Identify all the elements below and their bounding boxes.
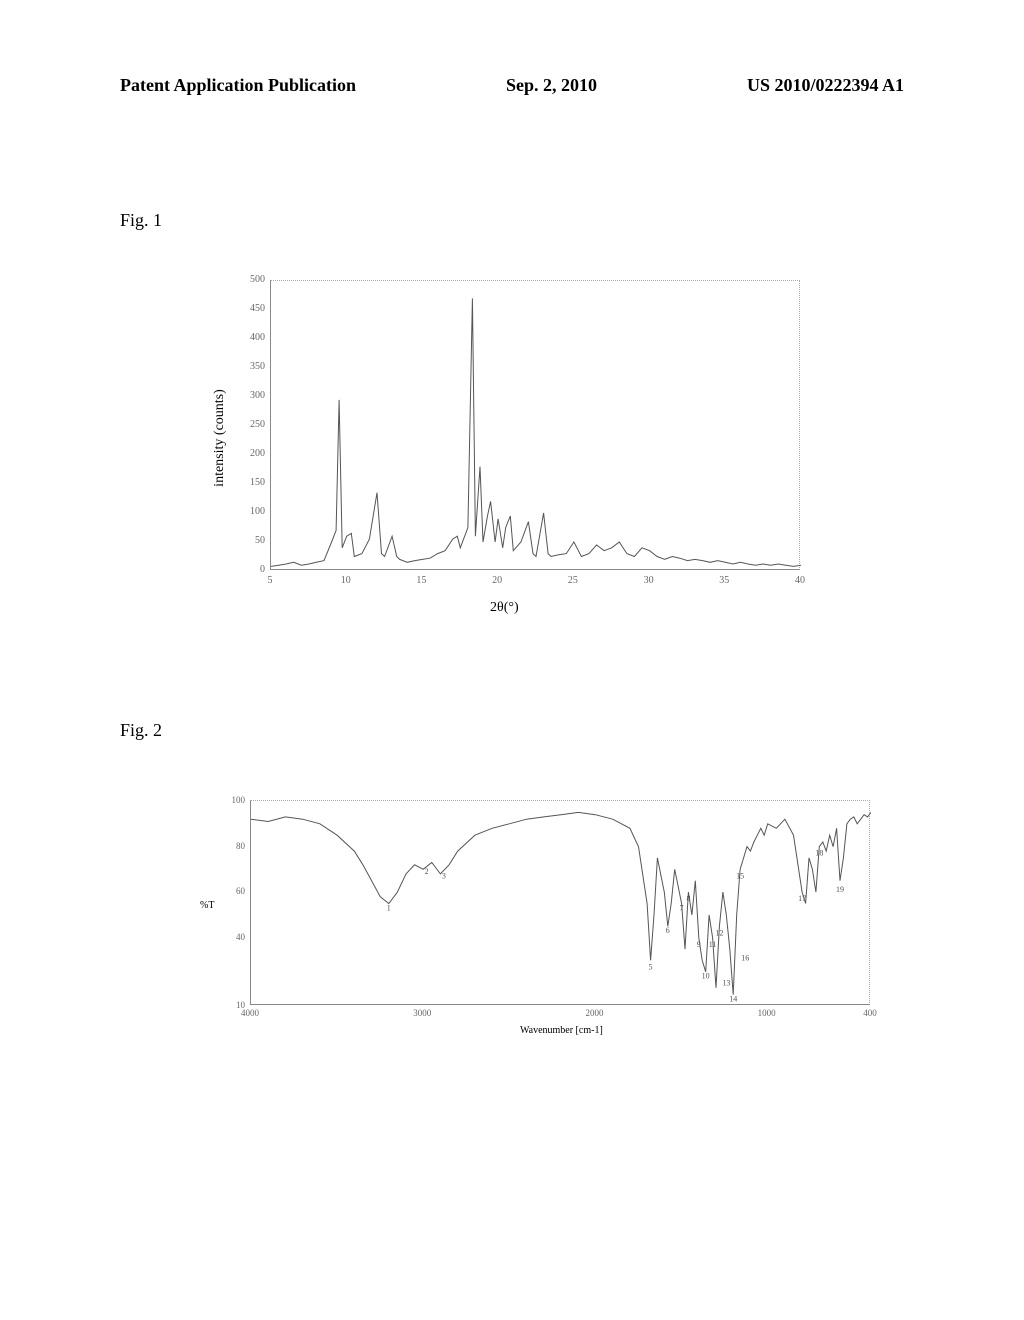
svg-text:9: 9 — [697, 940, 701, 949]
header-center: Sep. 2, 2010 — [506, 75, 597, 96]
svg-text:16: 16 — [741, 953, 749, 962]
figure-1-chart: intensity (counts) 2θ(°) 0 50 100 150 200 250… — [210, 270, 820, 630]
fig1-ytick: 400 — [235, 332, 265, 343]
svg-text:11: 11 — [709, 940, 717, 949]
fig1-xtick: 25 — [563, 575, 583, 586]
svg-text:8: 8 — [686, 894, 690, 903]
svg-text:5: 5 — [649, 963, 653, 972]
svg-text:14: 14 — [729, 994, 737, 1003]
figure-1-label: Fig. 1 — [120, 210, 162, 231]
fig2-xtick: 3000 — [407, 1008, 437, 1018]
fig2-ytick: 40 — [220, 932, 245, 942]
fig1-ytick: 350 — [235, 361, 265, 372]
header-right: US 2010/0222394 A1 — [747, 75, 904, 96]
fig2-plot-svg: 1235678910111213141516171819 — [251, 801, 871, 1006]
svg-text:17: 17 — [798, 894, 806, 903]
fig2-xlabel: Wavenumber [cm-1] — [520, 1025, 603, 1036]
fig1-xtick: 20 — [487, 575, 507, 586]
fig1-xtick: 15 — [411, 575, 431, 586]
fig2-ytick: 100 — [220, 795, 245, 805]
fig1-ytick: 200 — [235, 448, 265, 459]
page-header: Patent Application Publication Sep. 2, 2… — [0, 75, 1024, 96]
fig2-xtick: 400 — [855, 1008, 885, 1018]
fig1-ytick: 300 — [235, 390, 265, 401]
svg-text:6: 6 — [666, 926, 670, 935]
svg-text:2: 2 — [425, 867, 429, 876]
fig1-xtick: 35 — [714, 575, 734, 586]
svg-text:15: 15 — [736, 871, 744, 880]
fig1-ytick: 50 — [235, 535, 265, 546]
fig1-plot-area — [270, 280, 800, 570]
fig1-xlabel: 2θ(°) — [490, 600, 519, 616]
svg-text:3: 3 — [442, 871, 446, 880]
svg-text:1: 1 — [387, 903, 391, 912]
figure-2-chart: %T Wavenumber [cm-1] 1235678910111213141… — [210, 790, 890, 1060]
fig2-ytick: 60 — [220, 886, 245, 896]
header-left: Patent Application Publication — [120, 75, 356, 96]
fig2-ytick: 80 — [220, 841, 245, 851]
fig2-xtick: 2000 — [579, 1008, 609, 1018]
fig1-ytick: 100 — [235, 506, 265, 517]
svg-text:13: 13 — [722, 979, 730, 988]
svg-text:7: 7 — [680, 903, 684, 912]
fig1-ytick: 150 — [235, 477, 265, 488]
svg-text:18: 18 — [815, 849, 823, 858]
fig2-xtick: 4000 — [235, 1008, 265, 1018]
fig2-xtick: 1000 — [752, 1008, 782, 1018]
fig1-xtick: 40 — [790, 575, 810, 586]
fig1-xtick: 5 — [260, 575, 280, 586]
svg-text:12: 12 — [715, 928, 723, 937]
fig1-ytick: 450 — [235, 303, 265, 314]
figure-2-label: Fig. 2 — [120, 720, 162, 741]
fig1-xtick: 10 — [336, 575, 356, 586]
fig1-ytick: 0 — [235, 564, 265, 575]
svg-text:10: 10 — [702, 972, 710, 981]
fig1-xtick: 30 — [639, 575, 659, 586]
fig1-plot-svg — [271, 281, 801, 571]
svg-text:19: 19 — [836, 885, 844, 894]
fig2-plot-area: 1235678910111213141516171819 — [250, 800, 870, 1005]
fig1-ytick: 500 — [235, 274, 265, 285]
fig1-ytick: 250 — [235, 419, 265, 430]
fig1-ylabel: intensity (counts) — [212, 378, 228, 498]
fig2-ylabel: %T — [200, 900, 214, 911]
